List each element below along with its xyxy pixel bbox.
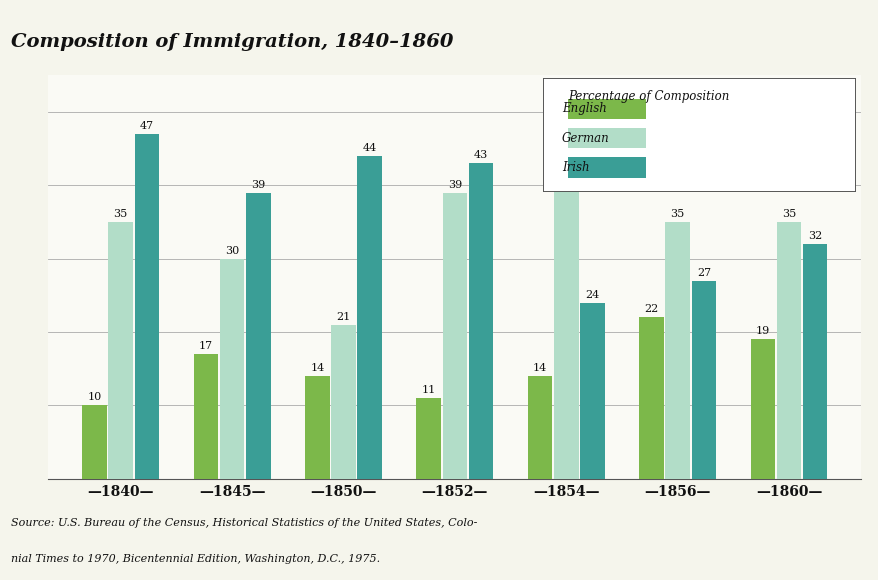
Text: 50: 50 bbox=[558, 99, 572, 109]
Text: 14: 14 bbox=[532, 363, 547, 373]
Bar bbox=[527, 376, 551, 478]
Bar bbox=[83, 405, 107, 478]
Bar bbox=[246, 193, 270, 478]
Text: German: German bbox=[561, 132, 609, 145]
Text: 39: 39 bbox=[447, 180, 462, 190]
Text: 24: 24 bbox=[585, 289, 599, 300]
Text: 35: 35 bbox=[781, 209, 795, 219]
Text: 47: 47 bbox=[140, 121, 154, 131]
Bar bbox=[776, 222, 801, 478]
Text: 21: 21 bbox=[336, 311, 350, 322]
Text: 17: 17 bbox=[198, 341, 212, 351]
Bar bbox=[567, 99, 645, 119]
Text: 39: 39 bbox=[251, 180, 265, 190]
Text: Composition of Immigration, 1840–1860: Composition of Immigration, 1840–1860 bbox=[11, 33, 452, 51]
Bar bbox=[567, 157, 645, 178]
Text: Percentage of Composition: Percentage of Composition bbox=[567, 90, 729, 103]
Bar bbox=[220, 259, 244, 478]
Text: 10: 10 bbox=[87, 392, 102, 403]
Bar bbox=[638, 317, 663, 478]
Bar bbox=[108, 222, 133, 478]
Text: 43: 43 bbox=[473, 150, 487, 161]
Bar bbox=[802, 244, 826, 478]
Bar bbox=[468, 164, 493, 478]
Bar bbox=[134, 134, 159, 478]
Text: 11: 11 bbox=[421, 385, 435, 395]
Text: Source: U.S. Bureau of the Census, Historical Statistics of the United States, C: Source: U.S. Bureau of the Census, Histo… bbox=[11, 518, 478, 528]
Text: 27: 27 bbox=[696, 268, 710, 278]
Bar bbox=[691, 281, 716, 478]
Text: 22: 22 bbox=[644, 304, 658, 314]
Text: 35: 35 bbox=[670, 209, 684, 219]
Text: 44: 44 bbox=[362, 143, 377, 153]
Bar bbox=[750, 339, 774, 478]
Bar bbox=[579, 303, 604, 478]
Bar bbox=[193, 354, 218, 478]
Bar bbox=[416, 398, 441, 478]
Bar bbox=[553, 112, 578, 478]
Bar bbox=[567, 128, 645, 148]
Bar bbox=[357, 156, 382, 478]
Bar bbox=[443, 193, 466, 478]
Text: 19: 19 bbox=[755, 327, 769, 336]
Text: 35: 35 bbox=[113, 209, 127, 219]
Bar bbox=[665, 222, 689, 478]
Text: 30: 30 bbox=[225, 246, 239, 256]
Text: English: English bbox=[561, 102, 606, 115]
Text: Irish: Irish bbox=[561, 161, 589, 174]
Bar bbox=[305, 376, 329, 478]
Text: 14: 14 bbox=[310, 363, 324, 373]
Text: 32: 32 bbox=[807, 231, 822, 241]
Text: nial Times to 1970, Bicentennial Edition, Washington, D.C., 1975.: nial Times to 1970, Bicentennial Edition… bbox=[11, 553, 380, 564]
Bar bbox=[331, 325, 356, 478]
